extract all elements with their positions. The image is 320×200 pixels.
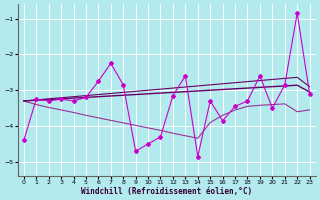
X-axis label: Windchill (Refroidissement éolien,°C): Windchill (Refroidissement éolien,°C) [81,187,252,196]
